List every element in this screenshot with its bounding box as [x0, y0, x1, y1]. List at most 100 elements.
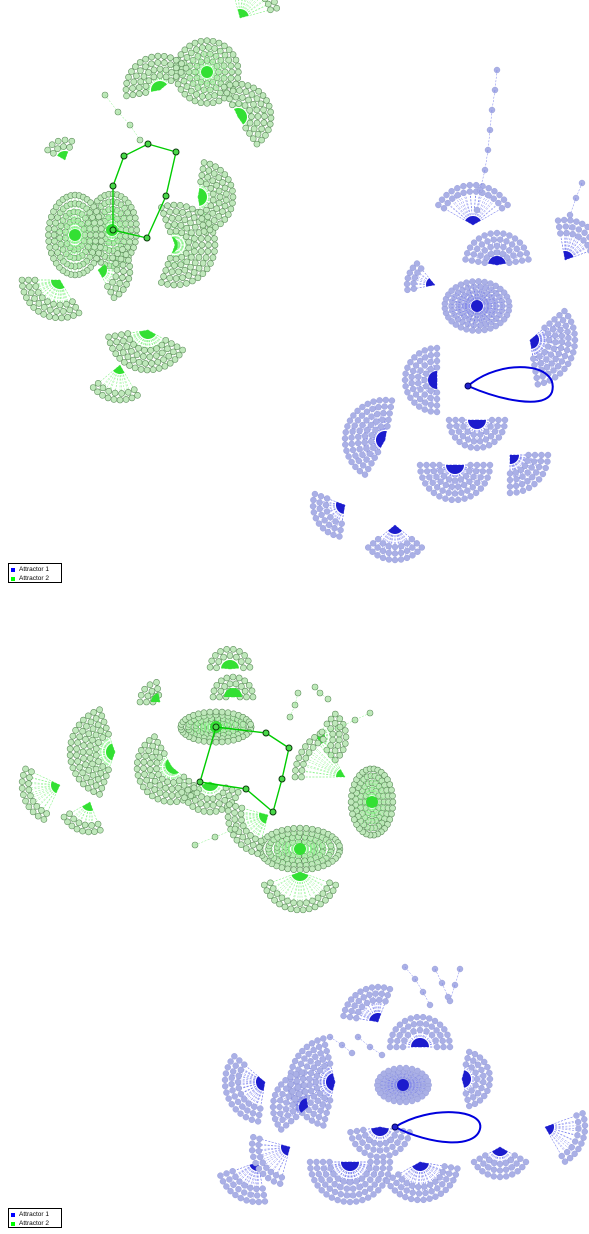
state-node [255, 1198, 262, 1206]
state-node [490, 1166, 498, 1173]
state-node [215, 174, 223, 181]
state-node [522, 1158, 530, 1166]
state-node [23, 294, 30, 301]
edge [560, 233, 566, 261]
state-node [459, 286, 466, 294]
state-node [438, 196, 446, 203]
state-node [377, 423, 385, 430]
state-node [197, 235, 205, 242]
edge [74, 206, 95, 236]
state-node [206, 160, 214, 168]
state-node [248, 1140, 256, 1147]
state-node [391, 543, 399, 551]
state-node [33, 802, 41, 810]
state-node [403, 540, 411, 547]
state-node [45, 237, 53, 245]
edge [171, 766, 185, 778]
state-node [85, 828, 92, 836]
state-node [123, 343, 131, 350]
state-node [323, 885, 331, 892]
state-node [223, 1089, 230, 1096]
state-node [69, 764, 77, 772]
state-node [370, 1139, 378, 1147]
state-node [331, 1181, 338, 1188]
state-node [244, 838, 251, 845]
state-node [215, 793, 222, 801]
state-node [236, 1057, 243, 1064]
state-node [390, 1065, 398, 1073]
state-node [212, 224, 219, 231]
state-node [486, 461, 494, 469]
state-node [352, 991, 359, 999]
state-node [386, 985, 394, 993]
state-node [323, 495, 331, 502]
state-node [94, 380, 102, 387]
state-node [580, 1134, 587, 1141]
state-node [86, 754, 94, 762]
state-node [267, 879, 274, 887]
state-node [363, 445, 370, 452]
state-node [205, 167, 213, 174]
state-node [528, 464, 535, 471]
state-node [222, 1070, 230, 1077]
state-node [317, 900, 324, 908]
state-node [253, 140, 261, 148]
state-node [379, 1164, 387, 1172]
state-node [178, 253, 186, 261]
state-node [389, 792, 396, 800]
state-node [472, 1082, 479, 1089]
state-node [493, 229, 501, 237]
state-node [575, 233, 582, 240]
state-node [481, 259, 488, 267]
state-node [373, 1153, 380, 1161]
state-node [76, 763, 83, 771]
state-node [433, 389, 441, 396]
edge [197, 181, 201, 198]
state-node [363, 456, 370, 463]
state-node [314, 894, 322, 902]
state-node [429, 479, 436, 486]
state-node [374, 544, 381, 551]
state-node [253, 1192, 261, 1199]
state-node [209, 254, 217, 261]
state-node [238, 683, 245, 690]
state-node [485, 442, 493, 449]
state-node [319, 890, 327, 897]
state-node [168, 792, 176, 799]
state-node [143, 366, 151, 374]
state-node [54, 145, 61, 153]
hub-wedge [298, 1098, 308, 1113]
edge [260, 814, 269, 842]
state-node [223, 645, 231, 653]
state-node [558, 1152, 565, 1160]
edge [264, 848, 301, 859]
state-node [279, 1116, 286, 1123]
state-node [126, 336, 134, 343]
state-node [166, 208, 174, 216]
state-node [167, 54, 174, 61]
state-node [531, 480, 538, 488]
state-node [313, 1072, 321, 1080]
state-node [433, 473, 440, 481]
state-node [210, 170, 218, 177]
state-node [217, 687, 225, 695]
edge [174, 232, 200, 246]
state-node [559, 317, 567, 324]
state-node [448, 428, 455, 436]
state-node [200, 808, 208, 815]
state-node [499, 428, 506, 436]
state-node [79, 748, 87, 756]
state-node [483, 254, 491, 261]
fan-cluster [544, 1110, 589, 1165]
state-node [536, 353, 543, 360]
state-node [462, 256, 469, 263]
state-node [366, 450, 374, 457]
state-node [441, 1163, 448, 1170]
edge [200, 720, 217, 728]
state-node [566, 211, 574, 219]
state-node [503, 1173, 510, 1180]
state-node [296, 1090, 303, 1098]
state-node [404, 286, 411, 294]
state-node [102, 772, 110, 780]
state-node [470, 1158, 478, 1166]
